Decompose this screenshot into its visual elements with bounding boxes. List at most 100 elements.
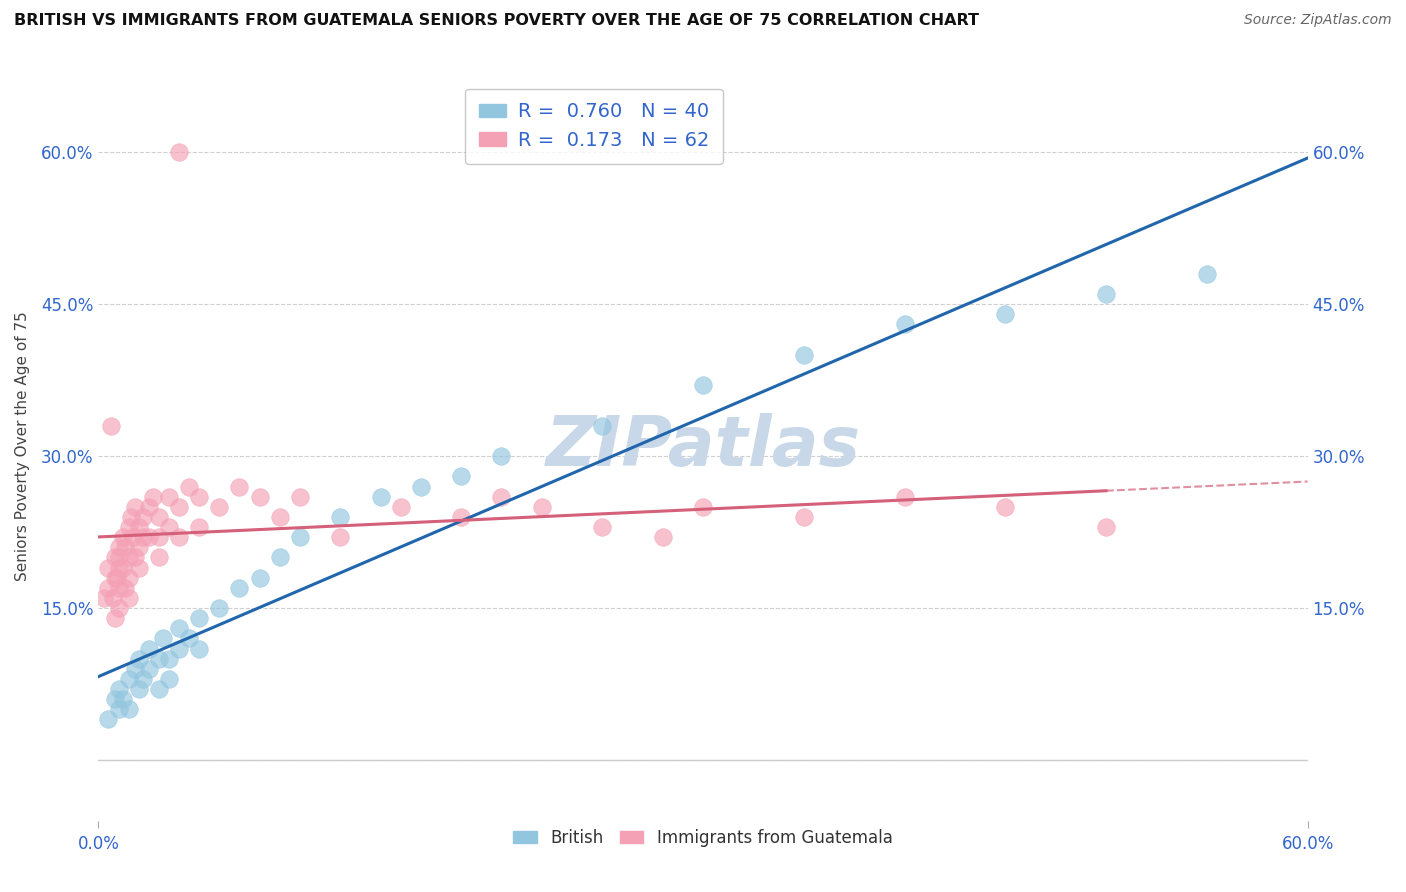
Point: [124, 550, 146, 565]
Point: [97, 712, 120, 726]
Point: [118, 702, 141, 716]
Point: [138, 500, 160, 514]
Point: [107, 601, 129, 615]
Point: [105, 571, 128, 585]
Point: [111, 692, 134, 706]
Point: [249, 571, 271, 585]
Point: [111, 530, 134, 544]
Point: [118, 550, 141, 565]
Point: [167, 145, 190, 160]
Point: [142, 490, 165, 504]
Point: [228, 479, 250, 493]
Point: [120, 509, 142, 524]
Point: [188, 490, 211, 504]
Point: [107, 681, 129, 696]
Point: [103, 611, 125, 625]
Point: [148, 530, 170, 544]
Point: [114, 541, 136, 555]
Point: [103, 692, 125, 706]
Point: [167, 530, 190, 544]
Point: [208, 601, 231, 615]
Point: [179, 632, 201, 646]
Point: [103, 571, 125, 585]
Point: [148, 681, 170, 696]
Y-axis label: Seniors Poverty Over the Age of 75: Seniors Poverty Over the Age of 75: [15, 311, 30, 581]
Point: [97, 581, 120, 595]
Point: [124, 662, 146, 676]
Point: [179, 479, 201, 493]
Point: [188, 611, 211, 625]
Point: [491, 490, 513, 504]
Text: ZIPatlas: ZIPatlas: [546, 412, 860, 480]
Point: [138, 530, 160, 544]
Point: [121, 530, 143, 544]
Point: [100, 418, 122, 433]
Point: [530, 500, 553, 514]
Legend: British, Immigrants from Guatemala: British, Immigrants from Guatemala: [506, 822, 900, 854]
Point: [128, 651, 150, 665]
Point: [114, 581, 136, 595]
Point: [128, 541, 150, 555]
Text: BRITISH VS IMMIGRANTS FROM GUATEMALA SENIORS POVERTY OVER THE AGE OF 75 CORRELAT: BRITISH VS IMMIGRANTS FROM GUATEMALA SEN…: [14, 13, 979, 29]
Point: [491, 449, 513, 463]
Point: [188, 520, 211, 534]
Point: [97, 560, 120, 574]
Point: [249, 490, 271, 504]
Point: [124, 500, 146, 514]
Point: [450, 469, 472, 483]
Point: [157, 490, 180, 504]
Point: [118, 672, 141, 686]
Point: [994, 500, 1017, 514]
Point: [148, 550, 170, 565]
Point: [101, 591, 124, 605]
Point: [103, 550, 125, 565]
Point: [118, 591, 141, 605]
Point: [692, 500, 714, 514]
Point: [370, 490, 392, 504]
Point: [288, 530, 311, 544]
Point: [107, 550, 129, 565]
Point: [793, 509, 815, 524]
Point: [107, 541, 129, 555]
Point: [329, 509, 352, 524]
Point: [111, 560, 134, 574]
Point: [1095, 520, 1118, 534]
Point: [409, 479, 432, 493]
Point: [138, 641, 160, 656]
Point: [269, 550, 291, 565]
Point: [591, 418, 613, 433]
Point: [132, 530, 155, 544]
Point: [692, 378, 714, 392]
Point: [188, 641, 211, 656]
Point: [128, 520, 150, 534]
Point: [148, 651, 170, 665]
Point: [107, 702, 129, 716]
Point: [157, 651, 180, 665]
Point: [167, 641, 190, 656]
Point: [1195, 267, 1218, 281]
Point: [450, 509, 472, 524]
Point: [893, 490, 915, 504]
Point: [269, 509, 291, 524]
Point: [228, 581, 250, 595]
Point: [167, 500, 190, 514]
Point: [994, 307, 1017, 321]
Point: [288, 490, 311, 504]
Point: [93, 591, 115, 605]
Point: [591, 520, 613, 534]
Point: [107, 560, 129, 574]
Point: [651, 530, 673, 544]
Point: [128, 681, 150, 696]
Point: [208, 500, 231, 514]
Point: [157, 672, 180, 686]
Point: [132, 672, 155, 686]
Point: [329, 530, 352, 544]
Point: [152, 632, 174, 646]
Point: [138, 662, 160, 676]
Point: [793, 348, 815, 362]
Point: [107, 581, 129, 595]
Point: [148, 509, 170, 524]
Point: [132, 509, 155, 524]
Point: [893, 318, 915, 332]
Point: [389, 500, 412, 514]
